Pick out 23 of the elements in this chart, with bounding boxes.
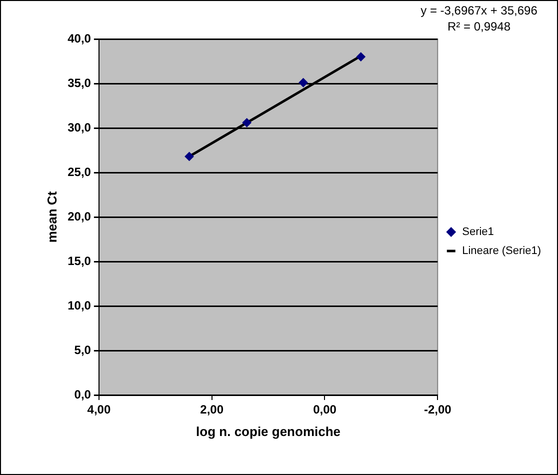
- y-tick-label: 0,0: [74, 387, 92, 402]
- y-tick-label: 20,0: [68, 209, 92, 224]
- point: [184, 152, 194, 161]
- x-tick-label: -2,00: [424, 402, 452, 417]
- point: [356, 52, 366, 62]
- y-tick-label: 15,0: [68, 254, 92, 268]
- text: y = -3,6967x + 35,696: [420, 3, 538, 18]
- x-tick-label: 2,00: [200, 402, 224, 417]
- x-tick-label: 4,00: [87, 402, 111, 417]
- x-tick-label: 0,00: [313, 402, 337, 417]
- y-tick-label: 35,0: [68, 76, 92, 90]
- y-axis-title: mean Ct: [44, 190, 60, 243]
- text: R² = 0,9948: [447, 19, 511, 34]
- y-tick-label: 40,0: [68, 31, 92, 46]
- y-tick-label: 10,0: [68, 298, 92, 312]
- point: [298, 78, 308, 88]
- legend-label: Lineare (Serie1): [462, 245, 541, 258]
- legend-label: Serie1: [462, 226, 494, 238]
- y-tick-label: 30,0: [68, 120, 92, 134]
- x-axis-title: log n. copie genomiche: [196, 424, 341, 439]
- y-tick-label: 5,0: [74, 342, 92, 357]
- point: [242, 118, 252, 128]
- y-tick-label: 25,0: [68, 164, 92, 179]
